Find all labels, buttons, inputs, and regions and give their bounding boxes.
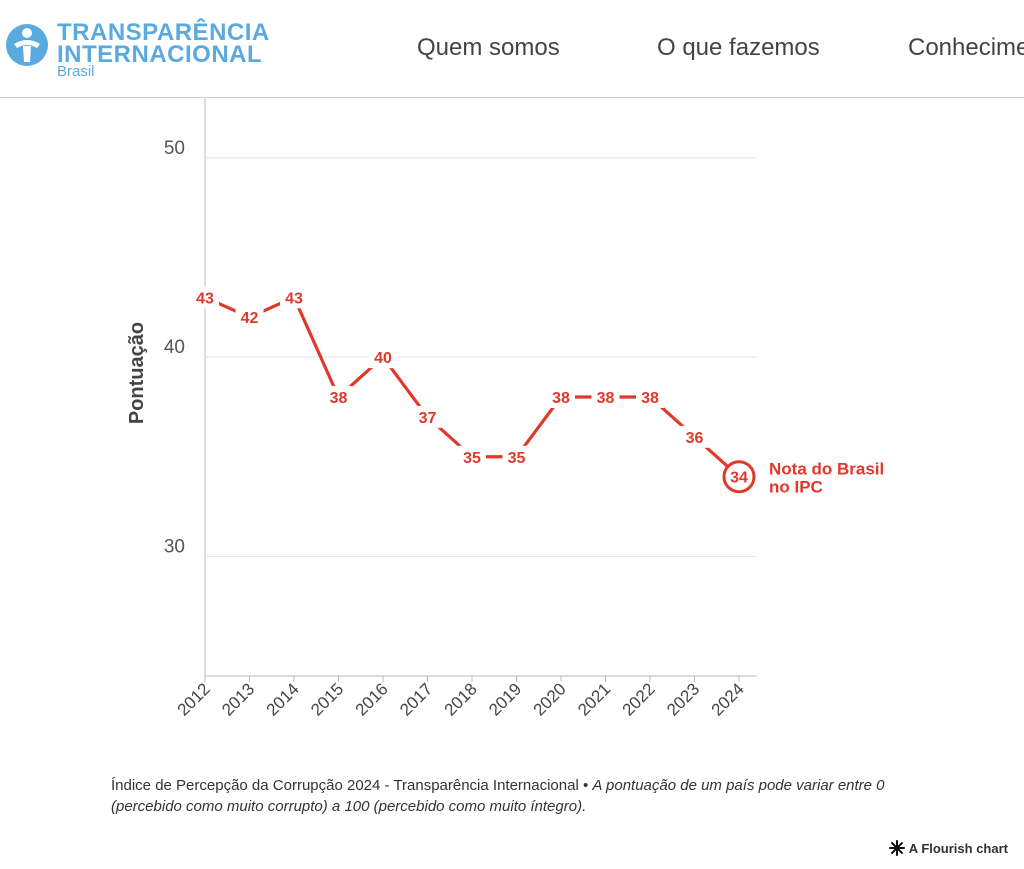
data-label: 40 [374, 350, 392, 367]
x-tick-label: 2014 [263, 679, 303, 719]
flourish-credit[interactable]: A Flourish chart [888, 840, 1008, 856]
y-tick-label: 40 [164, 337, 185, 358]
asterisk-icon [888, 840, 905, 856]
x-tick-label: 2022 [619, 679, 659, 719]
site-header: TRANSPARÊNCIA INTERNACIONAL Brasil Quem … [0, 0, 1024, 98]
data-label-bg [413, 405, 442, 428]
x-tick-label: 2016 [352, 679, 392, 719]
data-label-bg [324, 385, 353, 408]
data-label-bg [191, 286, 219, 309]
data-label: 38 [641, 390, 659, 407]
caption-note: A pontuação de um país pode variar entre… [111, 777, 885, 815]
data-label: 38 [330, 390, 348, 407]
x-tick-label: 2015 [307, 679, 347, 719]
data-label-bg [591, 385, 620, 408]
highlight-circle [722, 460, 756, 494]
caption-separator: • [578, 777, 593, 794]
logo-subtitle: Brasil [57, 63, 95, 80]
x-tick-label: 2020 [530, 679, 570, 719]
x-tick-label: 2013 [218, 679, 258, 719]
data-label-bg [680, 425, 709, 448]
x-tick-label: 2024 [708, 679, 748, 719]
data-label: 37 [419, 410, 437, 427]
x-tick-label: 2019 [485, 679, 525, 719]
data-label-bg [458, 445, 486, 468]
x-tick-label: 2021 [574, 679, 614, 719]
x-tick-label: 2023 [663, 679, 703, 719]
data-label: 43 [196, 290, 214, 307]
data-label: 35 [463, 450, 481, 467]
data-label: 43 [285, 290, 303, 307]
data-label-bg [636, 385, 664, 408]
caption-source: Índice de Percepção da Corrupção 2024 - … [111, 777, 579, 794]
x-tick-label: 2018 [441, 679, 481, 719]
data-label-bg [547, 385, 575, 408]
logo[interactable]: TRANSPARÊNCIA INTERNACIONAL Brasil [4, 18, 269, 82]
nav-o-que-fazemos[interactable]: O que fazemos [657, 34, 820, 61]
x-tick-label: 2012 [174, 679, 214, 719]
y-axis-title: Pontuação [126, 322, 148, 424]
data-label: 35 [508, 450, 526, 467]
data-label-bg [369, 346, 397, 369]
logo-line1: TRANSPARÊNCIA [57, 19, 270, 46]
data-label: 38 [552, 390, 570, 407]
annotation-line2: no IPC [769, 478, 823, 497]
x-tick-label: 2017 [396, 679, 436, 719]
data-label-bg [280, 286, 308, 309]
data-label: 34 [730, 470, 748, 487]
credit-label: A Flourish chart [908, 840, 1008, 856]
annotation-line1: Nota do Brasil [769, 460, 884, 479]
data-label-bg [235, 306, 264, 329]
data-label-bg [502, 445, 531, 468]
logo-icon [6, 24, 48, 66]
nav-conhecimento[interactable]: Conhecime [908, 34, 1024, 61]
nav-quem-somos[interactable]: Quem somos [417, 34, 560, 61]
data-label: 38 [597, 390, 615, 407]
y-tick-label: 30 [164, 536, 185, 557]
logo-line2: INTERNACIONAL [57, 41, 263, 68]
data-label: 42 [241, 310, 259, 327]
y-tick-label: 50 [164, 138, 185, 159]
data-label: 36 [686, 430, 704, 447]
chart-caption: Índice de Percepção da Corrupção 2024 - … [111, 775, 911, 817]
